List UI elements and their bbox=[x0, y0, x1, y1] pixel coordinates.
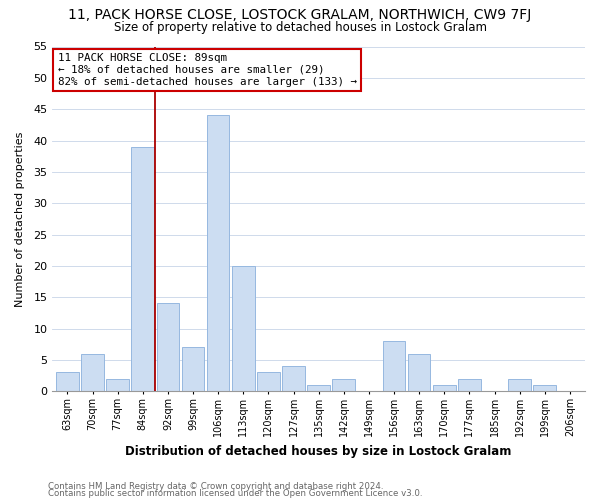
Bar bbox=[81, 354, 104, 391]
Bar bbox=[383, 341, 406, 391]
Bar bbox=[332, 378, 355, 391]
Bar bbox=[207, 116, 229, 391]
Text: 11 PACK HORSE CLOSE: 89sqm
← 18% of detached houses are smaller (29)
82% of semi: 11 PACK HORSE CLOSE: 89sqm ← 18% of deta… bbox=[58, 54, 356, 86]
Bar bbox=[56, 372, 79, 391]
Text: Contains HM Land Registry data © Crown copyright and database right 2024.: Contains HM Land Registry data © Crown c… bbox=[48, 482, 383, 491]
Bar bbox=[131, 147, 154, 391]
X-axis label: Distribution of detached houses by size in Lostock Gralam: Distribution of detached houses by size … bbox=[125, 444, 512, 458]
Bar bbox=[182, 348, 205, 391]
Y-axis label: Number of detached properties: Number of detached properties bbox=[15, 131, 25, 306]
Text: 11, PACK HORSE CLOSE, LOSTOCK GRALAM, NORTHWICH, CW9 7FJ: 11, PACK HORSE CLOSE, LOSTOCK GRALAM, NO… bbox=[68, 8, 532, 22]
Bar bbox=[533, 385, 556, 391]
Bar bbox=[157, 304, 179, 391]
Text: Contains public sector information licensed under the Open Government Licence v3: Contains public sector information licen… bbox=[48, 488, 422, 498]
Bar bbox=[408, 354, 430, 391]
Bar bbox=[257, 372, 280, 391]
Bar bbox=[508, 378, 531, 391]
Bar bbox=[106, 378, 129, 391]
Bar bbox=[282, 366, 305, 391]
Bar bbox=[433, 385, 455, 391]
Bar bbox=[307, 385, 330, 391]
Bar bbox=[232, 266, 254, 391]
Text: Size of property relative to detached houses in Lostock Gralam: Size of property relative to detached ho… bbox=[113, 21, 487, 34]
Bar bbox=[458, 378, 481, 391]
